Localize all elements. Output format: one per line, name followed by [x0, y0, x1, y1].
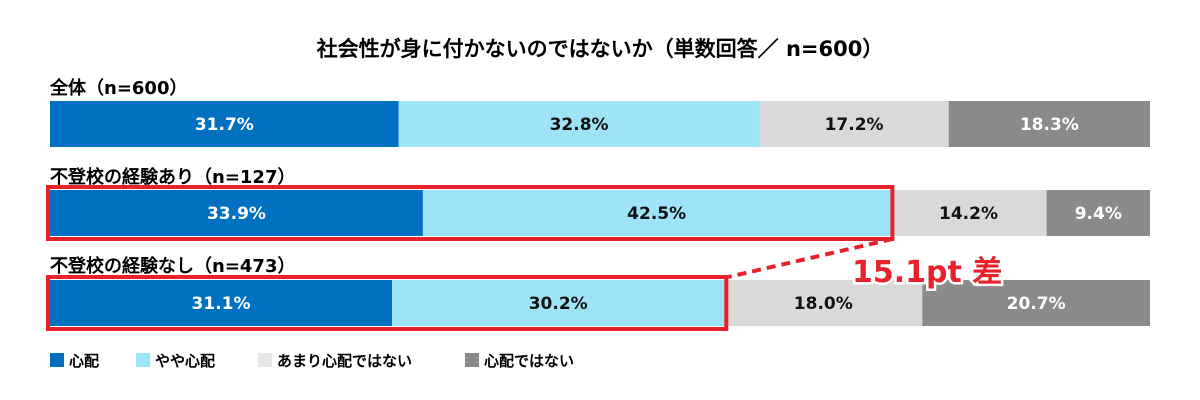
data-label: 42.5% [627, 204, 686, 224]
data-label: 33.9% [207, 204, 266, 224]
bars-layer: 全体（n=600） 31.7% 32.8% 17.2% 18.3% 不登校の経験あり（n=… [49, 77, 1150, 326]
data-label: 9.4% [1075, 204, 1122, 224]
bar-segment [422, 190, 891, 236]
category-label: 不登校の経験あり（n=127） [50, 166, 295, 188]
legend-label: やや心配 [155, 352, 215, 370]
highlight-box [46, 275, 729, 331]
bar-segment [398, 101, 760, 147]
bar-segment [50, 280, 393, 326]
legend-label: 心配 [69, 352, 99, 370]
connector-dashed-line [727, 237, 893, 279]
data-label: 30.2% [529, 294, 588, 314]
data-label: 14.2% [939, 204, 998, 224]
highlight-layer: 15.1pt 差 [46, 185, 1005, 331]
bar-segment [890, 190, 1047, 236]
bar-segment [50, 190, 423, 236]
bar-segment [724, 280, 923, 326]
highlight-box [46, 185, 895, 241]
data-label: 18.0% [794, 294, 853, 314]
category-label: 全体（n=600） [49, 77, 187, 99]
data-label: 17.2% [825, 115, 884, 135]
legend: 心配 やや心配 あまり心配ではない 心配ではない [50, 352, 574, 370]
data-label: 20.7% [1007, 294, 1066, 314]
bar-segment [948, 101, 1150, 147]
bar-segment [392, 280, 725, 326]
bar-segment [50, 101, 399, 147]
data-label: 32.8% [550, 115, 609, 135]
legend-swatch [136, 353, 150, 367]
bar-segment [1046, 190, 1150, 236]
category-label: 不登校の経験なし（n=473） [50, 255, 295, 277]
legend-swatch [258, 353, 272, 367]
data-label: 31.1% [192, 294, 251, 314]
data-label: 31.7% [195, 115, 254, 135]
bar-segment [922, 280, 1150, 326]
legend-swatch [465, 353, 479, 367]
difference-annotation: 15.1pt 差 [852, 255, 1002, 290]
data-label: 18.3% [1020, 115, 1079, 135]
bar-segment [759, 101, 949, 147]
legend-swatch [50, 353, 64, 367]
legend-label: あまり心配ではない [277, 352, 412, 370]
legend-label: 心配ではない [484, 352, 574, 370]
chart-title: 社会性が身に付かないのではないか（単数回答／ n=600） [316, 37, 884, 61]
